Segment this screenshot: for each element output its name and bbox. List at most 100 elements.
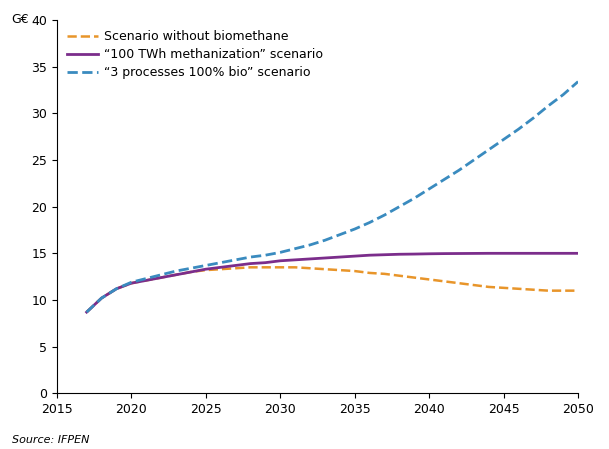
“100 TWh methanization” scenario bbox=[202, 267, 209, 272]
“100 TWh methanization” scenario bbox=[172, 272, 180, 277]
“3 processes 100% bio” scenario bbox=[515, 127, 522, 132]
Scenario without biomethane bbox=[158, 275, 165, 280]
“3 processes 100% bio” scenario bbox=[544, 103, 552, 109]
“3 processes 100% bio” scenario bbox=[470, 157, 477, 163]
“3 processes 100% bio” scenario bbox=[247, 255, 254, 260]
Line: Scenario without biomethane: Scenario without biomethane bbox=[86, 267, 578, 312]
Scenario without biomethane bbox=[351, 269, 358, 274]
Scenario without biomethane bbox=[470, 282, 477, 288]
“100 TWh methanization” scenario bbox=[322, 255, 329, 261]
“100 TWh methanization” scenario bbox=[306, 256, 314, 262]
“100 TWh methanization” scenario bbox=[232, 263, 239, 268]
“100 TWh methanization” scenario bbox=[292, 257, 299, 263]
Legend: Scenario without biomethane, “100 TWh methanization” scenario, “3 processes 100%: Scenario without biomethane, “100 TWh me… bbox=[63, 26, 327, 83]
Scenario without biomethane bbox=[426, 277, 433, 282]
Scenario without biomethane bbox=[322, 267, 329, 272]
“3 processes 100% bio” scenario bbox=[426, 186, 433, 192]
“3 processes 100% bio” scenario bbox=[83, 309, 90, 315]
“3 processes 100% bio” scenario bbox=[292, 246, 299, 251]
“3 processes 100% bio” scenario bbox=[485, 147, 492, 152]
“100 TWh methanization” scenario bbox=[128, 281, 135, 286]
“100 TWh methanization” scenario bbox=[187, 269, 194, 275]
“100 TWh methanization” scenario bbox=[515, 251, 522, 256]
“3 processes 100% bio” scenario bbox=[322, 238, 329, 243]
Scenario without biomethane bbox=[560, 288, 567, 293]
“100 TWh methanization” scenario bbox=[381, 252, 388, 257]
“3 processes 100% bio” scenario bbox=[456, 167, 463, 173]
Scenario without biomethane bbox=[410, 275, 418, 280]
“3 processes 100% bio” scenario bbox=[128, 280, 135, 285]
Y-axis label: G€: G€ bbox=[12, 13, 29, 26]
“100 TWh methanization” scenario bbox=[366, 252, 373, 258]
“3 processes 100% bio” scenario bbox=[202, 263, 209, 268]
“3 processes 100% bio” scenario bbox=[113, 286, 120, 291]
Scenario without biomethane bbox=[98, 295, 105, 301]
Scenario without biomethane bbox=[456, 281, 463, 286]
“3 processes 100% bio” scenario bbox=[158, 272, 165, 277]
“3 processes 100% bio” scenario bbox=[276, 250, 284, 255]
“3 processes 100% bio” scenario bbox=[351, 226, 358, 232]
Scenario without biomethane bbox=[83, 309, 90, 315]
Scenario without biomethane bbox=[366, 270, 373, 276]
Scenario without biomethane bbox=[247, 264, 254, 270]
Scenario without biomethane bbox=[172, 272, 180, 277]
“100 TWh methanization” scenario bbox=[217, 264, 224, 270]
“100 TWh methanization” scenario bbox=[470, 251, 477, 256]
“3 processes 100% bio” scenario bbox=[172, 269, 180, 274]
“100 TWh methanization” scenario bbox=[98, 295, 105, 301]
“3 processes 100% bio” scenario bbox=[500, 137, 507, 142]
Scenario without biomethane bbox=[544, 288, 552, 293]
“100 TWh methanization” scenario bbox=[530, 251, 537, 256]
Scenario without biomethane bbox=[202, 268, 209, 273]
Scenario without biomethane bbox=[381, 271, 388, 277]
“3 processes 100% bio” scenario bbox=[187, 265, 194, 271]
Scenario without biomethane bbox=[187, 269, 194, 275]
Scenario without biomethane bbox=[440, 279, 448, 284]
“3 processes 100% bio” scenario bbox=[217, 260, 224, 265]
Scenario without biomethane bbox=[530, 287, 537, 292]
Scenario without biomethane bbox=[336, 268, 343, 273]
Line: “3 processes 100% bio” scenario: “3 processes 100% bio” scenario bbox=[86, 82, 578, 312]
Scenario without biomethane bbox=[113, 286, 120, 291]
Scenario without biomethane bbox=[574, 288, 582, 293]
“100 TWh methanization” scenario bbox=[143, 277, 150, 283]
“100 TWh methanization” scenario bbox=[336, 255, 343, 260]
“100 TWh methanization” scenario bbox=[456, 251, 463, 256]
“3 processes 100% bio” scenario bbox=[336, 232, 343, 238]
“3 processes 100% bio” scenario bbox=[410, 196, 418, 201]
Text: Source: IFPEN: Source: IFPEN bbox=[12, 435, 90, 445]
“100 TWh methanization” scenario bbox=[247, 261, 254, 266]
“100 TWh methanization” scenario bbox=[426, 251, 433, 256]
“100 TWh methanization” scenario bbox=[485, 251, 492, 256]
“3 processes 100% bio” scenario bbox=[262, 252, 269, 258]
“100 TWh methanization” scenario bbox=[410, 251, 418, 257]
Scenario without biomethane bbox=[306, 265, 314, 271]
“3 processes 100% bio” scenario bbox=[440, 177, 448, 182]
“3 processes 100% bio” scenario bbox=[574, 79, 582, 84]
“3 processes 100% bio” scenario bbox=[366, 220, 373, 225]
Scenario without biomethane bbox=[500, 285, 507, 291]
“100 TWh methanization” scenario bbox=[113, 286, 120, 291]
Scenario without biomethane bbox=[485, 284, 492, 290]
Scenario without biomethane bbox=[128, 281, 135, 286]
Scenario without biomethane bbox=[262, 264, 269, 270]
Scenario without biomethane bbox=[276, 264, 284, 270]
Scenario without biomethane bbox=[232, 265, 239, 271]
“100 TWh methanization” scenario bbox=[544, 251, 552, 256]
“3 processes 100% bio” scenario bbox=[560, 92, 567, 97]
Scenario without biomethane bbox=[515, 286, 522, 291]
“3 processes 100% bio” scenario bbox=[98, 295, 105, 301]
“100 TWh methanization” scenario bbox=[158, 275, 165, 280]
“3 processes 100% bio” scenario bbox=[306, 242, 314, 247]
“100 TWh methanization” scenario bbox=[351, 253, 358, 259]
“3 processes 100% bio” scenario bbox=[530, 115, 537, 121]
Scenario without biomethane bbox=[143, 277, 150, 283]
Line: “100 TWh methanization” scenario: “100 TWh methanization” scenario bbox=[86, 253, 578, 312]
“100 TWh methanization” scenario bbox=[500, 251, 507, 256]
“3 processes 100% bio” scenario bbox=[381, 212, 388, 218]
“3 processes 100% bio” scenario bbox=[143, 276, 150, 281]
“3 processes 100% bio” scenario bbox=[396, 204, 403, 209]
“100 TWh methanization” scenario bbox=[396, 251, 403, 257]
Scenario without biomethane bbox=[396, 273, 403, 278]
“100 TWh methanization” scenario bbox=[276, 258, 284, 264]
